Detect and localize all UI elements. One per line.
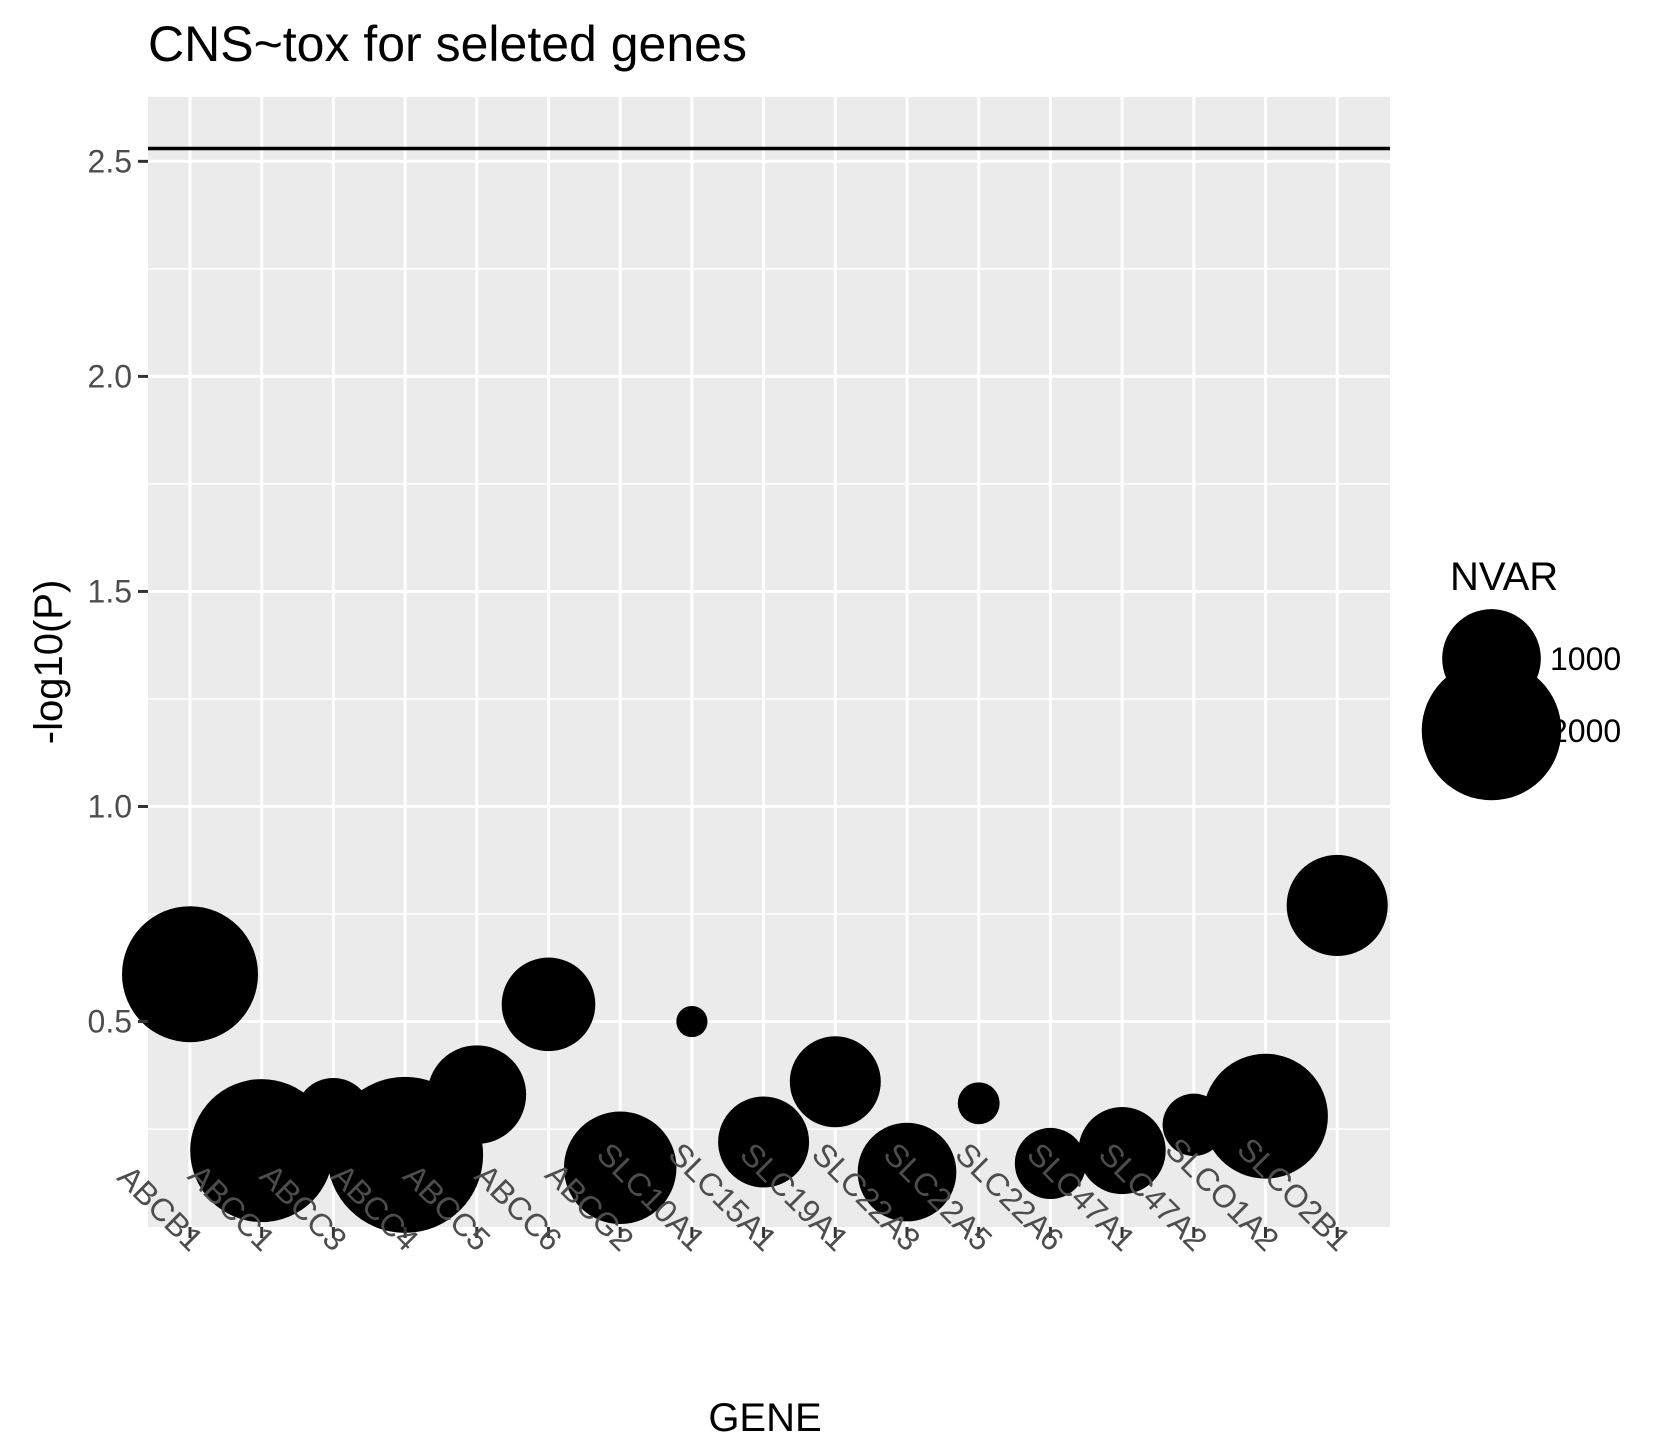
data-point [427, 1045, 527, 1144]
plot-panel [148, 97, 1390, 1227]
legend-entries: 1000 2000 [1421, 609, 1621, 801]
y-axis: 0.5 1.0 1.5 2.0 2.5 [88, 143, 148, 1040]
y-tick-label: 2.5 [88, 143, 132, 179]
y-axis-title: -log10(P) [27, 580, 71, 745]
data-point [857, 1122, 957, 1222]
y-tick-label: 2.0 [88, 358, 132, 394]
y-tick-label: 0.5 [88, 1004, 132, 1040]
data-point [1203, 1053, 1328, 1179]
legend: NVAR 1000 2000 [1421, 555, 1621, 801]
data-point [1286, 854, 1388, 956]
data-point [563, 1111, 677, 1225]
legend-label: 1000 [1550, 641, 1621, 677]
y-tick-label: 1.5 [88, 573, 132, 609]
data-point [957, 1082, 1000, 1125]
data-point [718, 1096, 810, 1188]
x-axis-title: GENE [708, 1396, 821, 1440]
data-point [1078, 1107, 1166, 1195]
data-point [789, 1036, 881, 1128]
data-point [676, 1005, 708, 1038]
data-point [501, 957, 596, 1052]
points-layer [122, 854, 1388, 1233]
data-point [122, 906, 258, 1043]
chart-title: CNS~tox for seleted genes [148, 16, 747, 72]
legend-title: NVAR [1450, 555, 1558, 599]
y-tick-label: 1.0 [88, 789, 132, 825]
legend-label: 2000 [1550, 713, 1621, 749]
legend-symbol [1421, 660, 1562, 801]
data-point [1014, 1127, 1086, 1200]
